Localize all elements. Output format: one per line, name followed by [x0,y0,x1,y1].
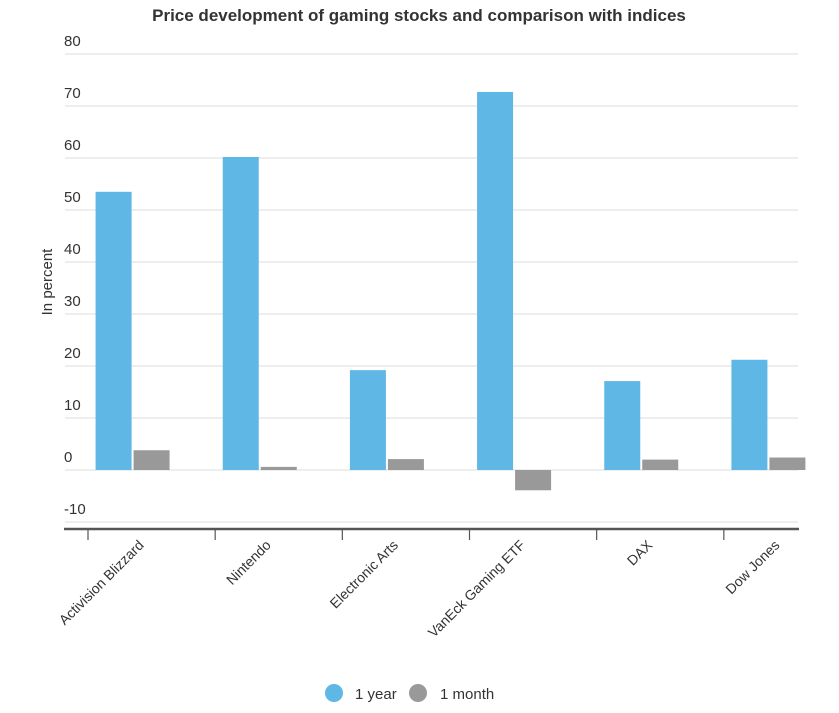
bar-one-year [349,370,386,470]
y-tick-label: 20 [64,345,81,362]
legend-label: 1 month [440,686,494,703]
bar-one-year [95,191,132,471]
bar-one-year [477,91,514,471]
legend-swatch [409,684,427,702]
y-tick-label: 60 [64,137,81,154]
y-tick-label: 80 [64,33,81,50]
y-tick-label: 70 [64,85,81,102]
y-tick-label: 30 [64,293,81,310]
bar-one-month [260,466,297,470]
y-tick-label: -10 [64,501,86,518]
legend: 1 year 1 month [325,684,494,703]
bars [95,91,806,491]
x-category-label: Electronic Arts [326,537,401,612]
bar-one-month [642,459,679,470]
bar-one-year [604,381,641,470]
gridlines [65,53,798,523]
y-tick-label: 0 [64,449,72,466]
x-category-label: VanEck Gaming ETF [425,537,529,641]
y-tick-label: 10 [64,397,81,414]
bar-one-year [222,156,259,470]
bar-one-month [387,459,424,470]
x-category-label: Nintendo [223,537,274,588]
x-category-label: DAX [624,536,656,568]
y-tick-label: 40 [64,241,81,258]
y-axis-ticks: 80 70 60 50 40 30 20 10 0 -10 [64,33,86,518]
legend-swatch [325,684,343,702]
bar-one-month [769,457,806,470]
y-tick-label: 50 [64,189,81,206]
y-axis-title: In percent [39,248,56,316]
x-category-label: Activision Blizzard [56,537,147,628]
legend-label: 1 year [355,686,397,703]
bar-one-month [515,470,552,491]
x-category-label: Dow Jones [722,537,782,597]
bar-one-year [731,359,768,470]
chart-title: Price development of gaming stocks and c… [152,6,686,25]
bar-one-month [133,450,170,470]
x-axis: Activision Blizzard Nintendo Electronic Ar… [56,527,799,641]
